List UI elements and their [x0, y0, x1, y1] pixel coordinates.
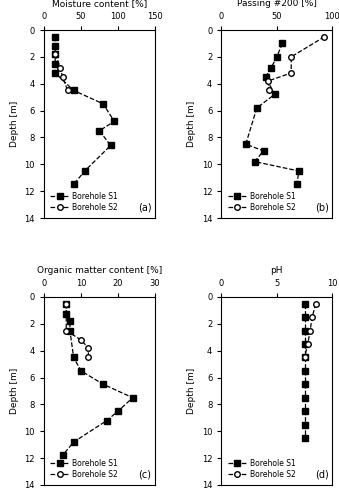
- Line: Borehole S1: Borehole S1: [60, 301, 136, 458]
- Borehole S1: [302, 394, 306, 400]
- Borehole S1: [269, 64, 273, 70]
- Borehole S1: [131, 394, 135, 400]
- Text: (a): (a): [138, 202, 152, 212]
- Borehole S1: [302, 435, 306, 441]
- Legend: Borehole S1, Borehole S2: Borehole S1, Borehole S2: [225, 456, 298, 481]
- Y-axis label: Depth [m]: Depth [m]: [187, 368, 196, 414]
- Borehole S2: [266, 78, 270, 84]
- Borehole S1: [295, 182, 299, 188]
- Borehole S2: [58, 64, 62, 70]
- Title: Organic matter content [%]: Organic matter content [%]: [37, 266, 162, 276]
- Borehole S1: [302, 354, 306, 360]
- Borehole S1: [97, 128, 101, 134]
- Title: pH: pH: [271, 266, 283, 276]
- Borehole S1: [68, 318, 72, 324]
- Legend: Borehole S1, Borehole S2: Borehole S1, Borehole S2: [225, 190, 298, 214]
- Borehole S2: [302, 354, 306, 360]
- Borehole S1: [68, 328, 72, 334]
- Borehole S1: [72, 439, 76, 445]
- Borehole S2: [60, 74, 64, 80]
- Borehole S1: [60, 452, 64, 458]
- Borehole S1: [253, 158, 257, 164]
- Borehole S1: [302, 341, 306, 347]
- Borehole S1: [72, 354, 76, 360]
- Legend: Borehole S1, Borehole S2: Borehole S1, Borehole S2: [48, 456, 120, 481]
- Text: (c): (c): [139, 470, 152, 480]
- Borehole S2: [310, 314, 314, 320]
- Borehole S1: [264, 74, 268, 80]
- Borehole S1: [53, 70, 57, 76]
- Borehole S1: [302, 314, 306, 320]
- Borehole S1: [273, 92, 277, 98]
- Borehole S1: [261, 148, 265, 154]
- Borehole S2: [53, 51, 57, 57]
- Borehole S1: [302, 382, 306, 388]
- Borehole S1: [112, 118, 116, 124]
- Line: Borehole S1: Borehole S1: [52, 34, 117, 187]
- Borehole S1: [108, 142, 113, 148]
- Borehole S1: [101, 101, 105, 107]
- Borehole S1: [105, 418, 109, 424]
- Borehole S1: [101, 382, 105, 388]
- Y-axis label: Depth [m]: Depth [m]: [10, 101, 19, 147]
- Borehole S2: [289, 54, 293, 60]
- Title: Passing #200 [%]: Passing #200 [%]: [237, 0, 317, 8]
- Text: (d): (d): [315, 470, 329, 480]
- Borehole S2: [289, 70, 293, 76]
- Borehole S1: [53, 51, 57, 57]
- Borehole S1: [116, 408, 120, 414]
- Line: Borehole S2: Borehole S2: [52, 52, 71, 93]
- Borehole S1: [244, 141, 248, 147]
- Borehole S1: [53, 43, 57, 49]
- Legend: Borehole S1, Borehole S2: Borehole S1, Borehole S2: [48, 190, 120, 214]
- Line: Borehole S2: Borehole S2: [302, 301, 318, 360]
- Borehole S2: [314, 300, 318, 306]
- Borehole S1: [302, 328, 306, 334]
- Borehole S1: [53, 60, 57, 66]
- Line: Borehole S2: Borehole S2: [265, 34, 327, 93]
- Borehole S1: [302, 368, 306, 374]
- Line: Borehole S2: Borehole S2: [63, 301, 91, 360]
- Borehole S2: [308, 328, 312, 334]
- Y-axis label: Depth [m]: Depth [m]: [187, 101, 196, 147]
- Borehole S1: [72, 88, 76, 94]
- Borehole S2: [64, 300, 68, 306]
- Borehole S1: [83, 168, 87, 174]
- Borehole S2: [322, 34, 326, 40]
- Text: (b): (b): [315, 202, 329, 212]
- Borehole S2: [86, 354, 91, 360]
- Borehole S1: [72, 182, 76, 188]
- Borehole S2: [64, 328, 68, 334]
- Borehole S1: [64, 300, 68, 306]
- Y-axis label: Depth [m]: Depth [m]: [10, 368, 19, 414]
- Borehole S1: [275, 54, 279, 60]
- Borehole S2: [306, 341, 310, 347]
- Borehole S1: [64, 312, 68, 318]
- Borehole S2: [267, 88, 271, 94]
- Borehole S1: [255, 105, 259, 111]
- Borehole S1: [302, 408, 306, 414]
- Borehole S1: [280, 40, 284, 46]
- Borehole S1: [302, 300, 306, 306]
- Line: Borehole S1: Borehole S1: [243, 40, 302, 187]
- Line: Borehole S1: Borehole S1: [302, 301, 307, 441]
- Borehole S1: [53, 34, 57, 40]
- Borehole S1: [79, 368, 83, 374]
- Title: Moisture content [%]: Moisture content [%]: [52, 0, 147, 8]
- Borehole S1: [302, 422, 306, 428]
- Borehole S2: [66, 88, 70, 94]
- Borehole S2: [79, 337, 83, 343]
- Borehole S2: [86, 345, 91, 351]
- Borehole S1: [297, 168, 301, 174]
